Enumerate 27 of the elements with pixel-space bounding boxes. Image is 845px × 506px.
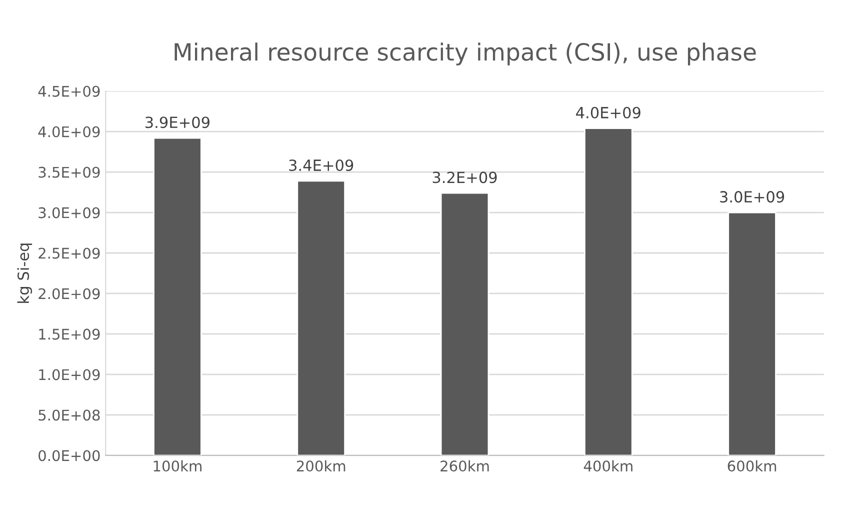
- data-label: 3.4E+09: [289, 159, 354, 172]
- bar: [153, 137, 202, 456]
- y-tick-label: 5.0E+08: [38, 410, 100, 421]
- data-label: 3.0E+09: [720, 191, 784, 203]
- y-tick-label: 4.5E+09: [38, 86, 100, 97]
- y-tick-label: 4.0E+09: [38, 126, 100, 138]
- x-tick-label: 200km: [296, 460, 346, 472]
- y-tick-label: 0.0E+00: [38, 450, 100, 462]
- bar: [584, 128, 633, 456]
- y-tick-label: 1.5E+09: [39, 328, 100, 340]
- x-tick-label: 400km: [584, 460, 632, 472]
- x-tick-label: 600km: [728, 460, 776, 472]
- data-label: 3.2E+09: [432, 172, 497, 184]
- y-tick-label: 2.0E+09: [38, 288, 100, 300]
- x-tick-label: 100km: [154, 460, 202, 472]
- y-tick-label: 3.5E+09: [38, 166, 100, 178]
- y-tick-label: 2.5E+09: [38, 248, 100, 259]
- y-axis-title: kg Si-eq: [17, 244, 32, 303]
- data-label: 4.0E+09: [576, 106, 640, 118]
- x-tick-label: 260km: [440, 460, 489, 472]
- chart-title: Mineral resource scarcity impact (CSI), use phase: [174, 42, 756, 66]
- data-label: 3.9E+09: [146, 116, 210, 128]
- bar: [296, 180, 346, 456]
- bar: [440, 192, 490, 456]
- y-tick-label: 1.0E+09: [39, 369, 100, 380]
- bar: [728, 212, 776, 456]
- y-tick-label: 3.0E+09: [38, 207, 100, 218]
